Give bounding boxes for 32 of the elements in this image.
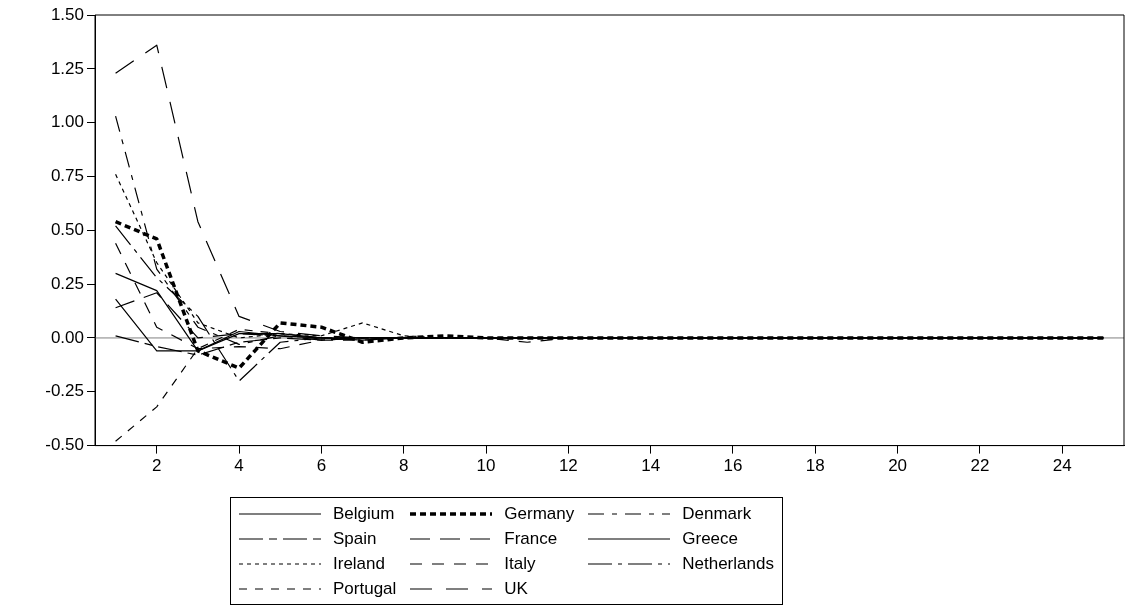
legend-label: Greece — [682, 528, 738, 549]
x-tick-label: 22 — [970, 456, 990, 476]
x-tick-label: 6 — [316, 456, 327, 476]
x-tick-label: 2 — [152, 456, 162, 476]
y-tick-label: -0.25 — [45, 381, 84, 401]
legend-label: Ireland — [333, 553, 385, 574]
y-tick-label: 0.75 — [50, 166, 84, 186]
x-tick-label: 10 — [476, 456, 496, 476]
x-tick-label: 18 — [805, 456, 825, 476]
legend-label: Spain — [333, 528, 377, 549]
x-tick-label: 4 — [234, 456, 244, 476]
legend-label: Italy — [504, 553, 536, 574]
y-tick-label: 0.00 — [50, 327, 84, 347]
x-tick-label: 24 — [1052, 456, 1072, 476]
legend-label: UK — [504, 578, 528, 599]
legend-label: France — [504, 528, 558, 549]
y-tick-label: 0.50 — [50, 219, 84, 239]
x-tick-label: 14 — [641, 456, 661, 476]
x-tick-label: 16 — [723, 456, 743, 476]
y-tick-label: 1.00 — [50, 112, 84, 132]
y-tick-label: 0.25 — [50, 273, 84, 293]
y-tick-label: 1.50 — [50, 4, 84, 24]
x-tick-label: 12 — [558, 456, 578, 476]
x-tick-label: 8 — [398, 456, 409, 476]
legend-label: Portugal — [333, 578, 397, 599]
legend-label: Germany — [504, 503, 575, 524]
x-tick-label: 20 — [888, 456, 908, 476]
y-tick-label: -0.50 — [45, 435, 84, 455]
legend-label: Netherlands — [682, 553, 774, 574]
legend-label: Denmark — [682, 503, 752, 524]
y-tick-label: 1.25 — [50, 58, 84, 78]
legend-label: Belgium — [333, 503, 395, 524]
